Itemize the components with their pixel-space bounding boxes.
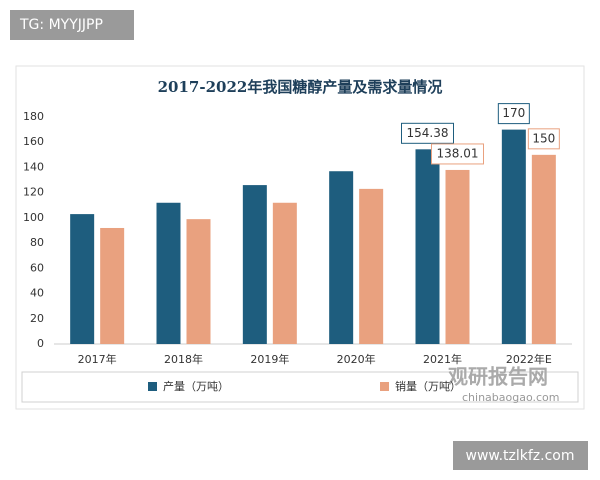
y-tick-label: 120 [23, 186, 44, 199]
bar [329, 171, 354, 344]
value-label: 154.38 [407, 126, 449, 140]
y-tick-label: 0 [37, 337, 44, 350]
watermark: TG: MYYJJPP [19, 17, 103, 33]
value-label-box [527, 128, 560, 150]
bar [100, 227, 125, 344]
watermark: www.tzlkfz.com [466, 448, 575, 464]
bar [70, 214, 95, 344]
x-tick-label: 2018年 [164, 352, 203, 366]
x-tick-label: 2022年E [506, 352, 552, 366]
x-tick-label: 2017年 [78, 352, 117, 366]
watermark-box [453, 441, 588, 470]
chart-title: 2017-2022年我国糖醇产量及需求量情况 [158, 78, 443, 96]
logo-site: chinabaogao.com [462, 391, 560, 404]
bar [156, 202, 181, 344]
value-label-box [401, 122, 454, 144]
bar [501, 129, 526, 344]
legend-box [21, 371, 579, 403]
y-tick-label: 40 [30, 287, 44, 300]
x-tick-label: 2020年 [337, 352, 376, 366]
y-tick-label: 100 [23, 211, 44, 224]
y-tick-label: 80 [30, 236, 44, 249]
watermark-box [10, 10, 134, 40]
value-label: 138.01 [437, 146, 479, 160]
value-label: 150 [532, 131, 555, 145]
bar [186, 219, 211, 344]
y-tick-label: 160 [23, 135, 44, 148]
y-tick-label: 60 [30, 261, 44, 274]
y-tick-label: 180 [23, 110, 44, 123]
bar [359, 188, 384, 344]
bar [272, 202, 297, 344]
value-label: 170 [502, 106, 525, 120]
x-tick-label: 2019年 [250, 352, 289, 366]
legend-swatch [380, 382, 389, 391]
bar [445, 169, 470, 344]
y-tick-label: 20 [30, 312, 44, 325]
legend-swatch [148, 382, 157, 391]
legend-label: 销量（万吨） [395, 379, 461, 393]
bar [415, 149, 440, 344]
legend-label: 产量（万吨） [163, 379, 229, 393]
bar [242, 185, 267, 344]
bar [531, 154, 556, 344]
y-tick-label: 140 [23, 160, 44, 173]
x-tick-label: 2021年 [423, 352, 462, 366]
logo-name: 观研报告网 [448, 365, 548, 389]
value-label-box [431, 143, 484, 165]
value-label-box [497, 103, 530, 125]
